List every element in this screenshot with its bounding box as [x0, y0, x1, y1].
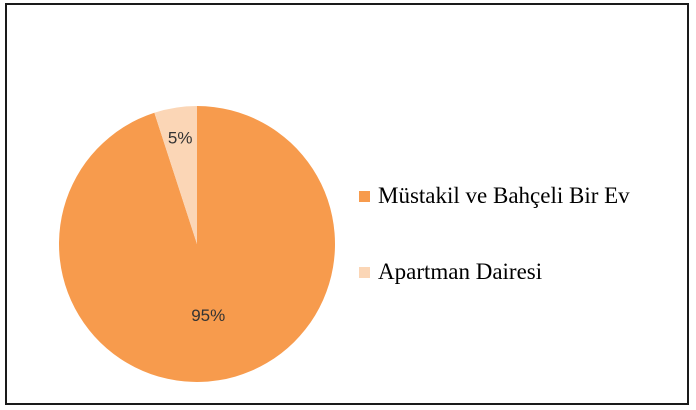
data-label-mustakil: 95%: [191, 306, 225, 325]
chart-frame: 95% 5% Müstakil ve Bahçeli Bir Ev Apartma…: [5, 3, 689, 405]
pie-chart: 95% 5%: [59, 106, 336, 382]
legend: Müstakil ve Bahçeli Bir Ev Apartman Dair…: [359, 181, 630, 333]
legend-label-mustakil: Müstakil ve Bahçeli Bir Ev: [378, 183, 630, 208]
legend-swatch-mustakil: [359, 190, 370, 202]
pie-slice-apartman: [154, 106, 197, 244]
pie-slices: [59, 106, 336, 382]
pie-data-labels: 95% 5%: [168, 129, 225, 325]
legend-item-mustakil: Müstakil ve Bahçeli Bir Ev: [359, 181, 630, 211]
legend-swatch-apartman: [359, 266, 370, 278]
legend-item-apartman: Apartman Dairesi: [359, 257, 630, 287]
pie-slice-mustakil: [59, 106, 336, 382]
legend-label-apartman: Apartman Dairesi: [378, 259, 543, 284]
data-label-apartman: 5%: [168, 129, 193, 148]
